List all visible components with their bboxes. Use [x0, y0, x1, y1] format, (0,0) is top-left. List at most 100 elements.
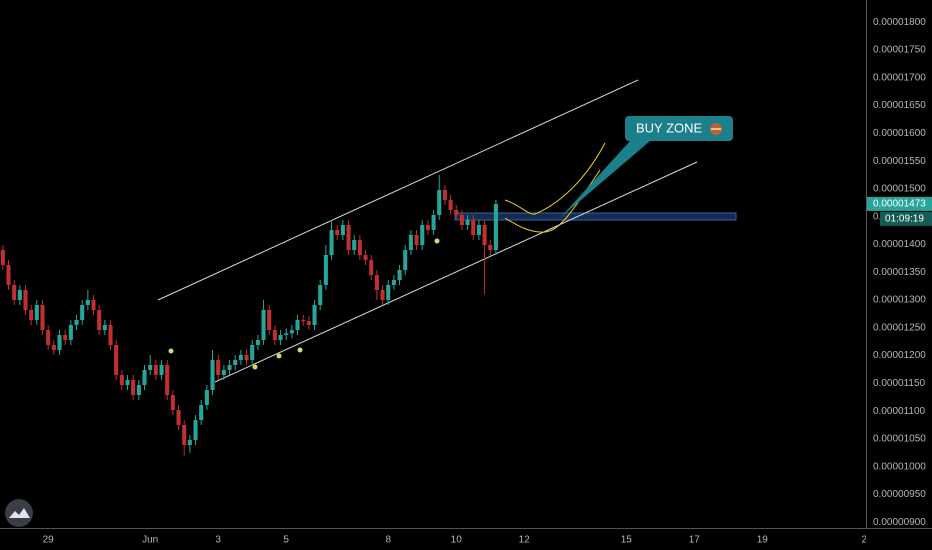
- x-tick-label: 17: [689, 535, 701, 546]
- candle-body: [221, 370, 226, 375]
- candle-body: [23, 290, 28, 310]
- x-tick-label: 19: [757, 535, 769, 546]
- candle-body: [431, 215, 436, 230]
- buy-zone-box: [454, 212, 737, 221]
- candle-body: [204, 390, 209, 405]
- y-tick-label: 0.00001200: [873, 350, 926, 361]
- candle-body: [425, 225, 430, 230]
- channel-upper: [157, 79, 639, 301]
- candle-body: [119, 375, 124, 385]
- candle-body: [233, 360, 238, 365]
- candle-body: [142, 370, 147, 385]
- candle-body: [85, 300, 90, 305]
- candle-body: [465, 220, 470, 225]
- y-axis: 0.00001800 0.00001750 0.00001700 0.00001650…: [867, 17, 932, 528]
- candle-body: [46, 330, 51, 345]
- candle-body: [454, 210, 459, 215]
- candle-body: [352, 240, 357, 250]
- candle-body: [420, 225, 425, 245]
- y-tick-label: 0.00001350: [873, 267, 926, 278]
- candle-body: [74, 320, 79, 325]
- y-tick-label: 0.00001250: [873, 322, 926, 333]
- candle-body: [80, 305, 85, 320]
- x-tick-label: 2: [862, 535, 868, 546]
- y-tick-label: 0.00001650: [873, 100, 926, 111]
- callout-box: [625, 116, 733, 141]
- x-tick-label: 5: [283, 535, 289, 546]
- y-tick-label: 0.00001400: [873, 239, 926, 250]
- plot-area: [157, 79, 737, 383]
- candle-body: [29, 310, 34, 320]
- candle-body: [312, 305, 317, 325]
- x-tick-label: 29: [43, 535, 55, 546]
- x-tick-label: 10: [451, 535, 463, 546]
- y-tick-label: 0.00001150: [873, 378, 926, 389]
- candle-body: [329, 230, 334, 255]
- y-tick-label: 0.00001600: [873, 128, 926, 139]
- y-tick-label: 0.00001800: [873, 17, 926, 28]
- candle-body: [68, 325, 73, 340]
- candle-body: [187, 440, 192, 445]
- candle-body: [210, 360, 215, 390]
- candle-body: [227, 365, 232, 370]
- candle-body: [408, 235, 413, 250]
- y-tick-label: 0.00001550: [873, 156, 926, 167]
- candle-body: [176, 410, 181, 425]
- candle-body: [136, 385, 141, 395]
- candle-body: [250, 345, 255, 360]
- x-axis: 29 Jun 3 5 8 10 12 15 17 19 2: [43, 535, 868, 546]
- candle-body: [165, 365, 170, 395]
- candle-body: [261, 310, 266, 340]
- candle-body: [97, 310, 102, 330]
- candle-body: [170, 395, 175, 410]
- candle-body: [238, 355, 243, 360]
- candle-body: [193, 420, 198, 440]
- candle-body: [386, 285, 391, 300]
- x-tick-label: 8: [385, 535, 391, 546]
- candle-body: [442, 190, 447, 200]
- candle-body: [17, 290, 22, 300]
- candle-body: [57, 335, 62, 350]
- candle-body: [301, 320, 306, 322]
- candle-body: [216, 360, 221, 375]
- candle-body: [131, 380, 136, 395]
- candle-body: [397, 270, 402, 280]
- candle-body: [159, 365, 164, 375]
- candle-body: [403, 250, 408, 270]
- candle-body: [108, 325, 113, 345]
- candle-body: [363, 255, 368, 260]
- candle-body: [448, 200, 453, 210]
- candle-body: [380, 290, 385, 300]
- candle-body: [306, 321, 311, 325]
- marker-dot: [168, 348, 174, 354]
- candle-body: [346, 225, 351, 250]
- candle-body: [102, 325, 107, 330]
- candle-body: [182, 425, 187, 445]
- candle-body: [272, 330, 277, 340]
- y-tick-label: 0.00001750: [873, 45, 926, 56]
- candle-body: [459, 215, 464, 225]
- callout-tail: [560, 141, 650, 218]
- countdown-tag: [880, 211, 932, 226]
- candle-body: [255, 340, 260, 345]
- candle-body: [12, 285, 17, 300]
- candle-body: [437, 190, 442, 215]
- callout-text: BUY ZONE: [636, 120, 703, 135]
- candle-body: [295, 320, 300, 330]
- y-tick-label: 0.00001300: [873, 295, 926, 306]
- candle-body: [482, 225, 487, 245]
- candle-body: [125, 380, 130, 385]
- candle-body: [357, 240, 362, 255]
- candle-body: [278, 335, 283, 340]
- x-tick-label: Jun: [142, 535, 158, 546]
- y-tick-label: 0.00001700: [873, 72, 926, 83]
- candle-body: [284, 333, 289, 335]
- candle-body: [369, 260, 374, 275]
- candle-body: [476, 225, 481, 235]
- x-tick-label: 3: [215, 535, 221, 546]
- marker-dot: [297, 347, 303, 353]
- candle-body: [51, 345, 56, 350]
- overlays: BUY ZONE: [5, 116, 733, 527]
- y-tick-label: 0.00001000: [873, 461, 926, 472]
